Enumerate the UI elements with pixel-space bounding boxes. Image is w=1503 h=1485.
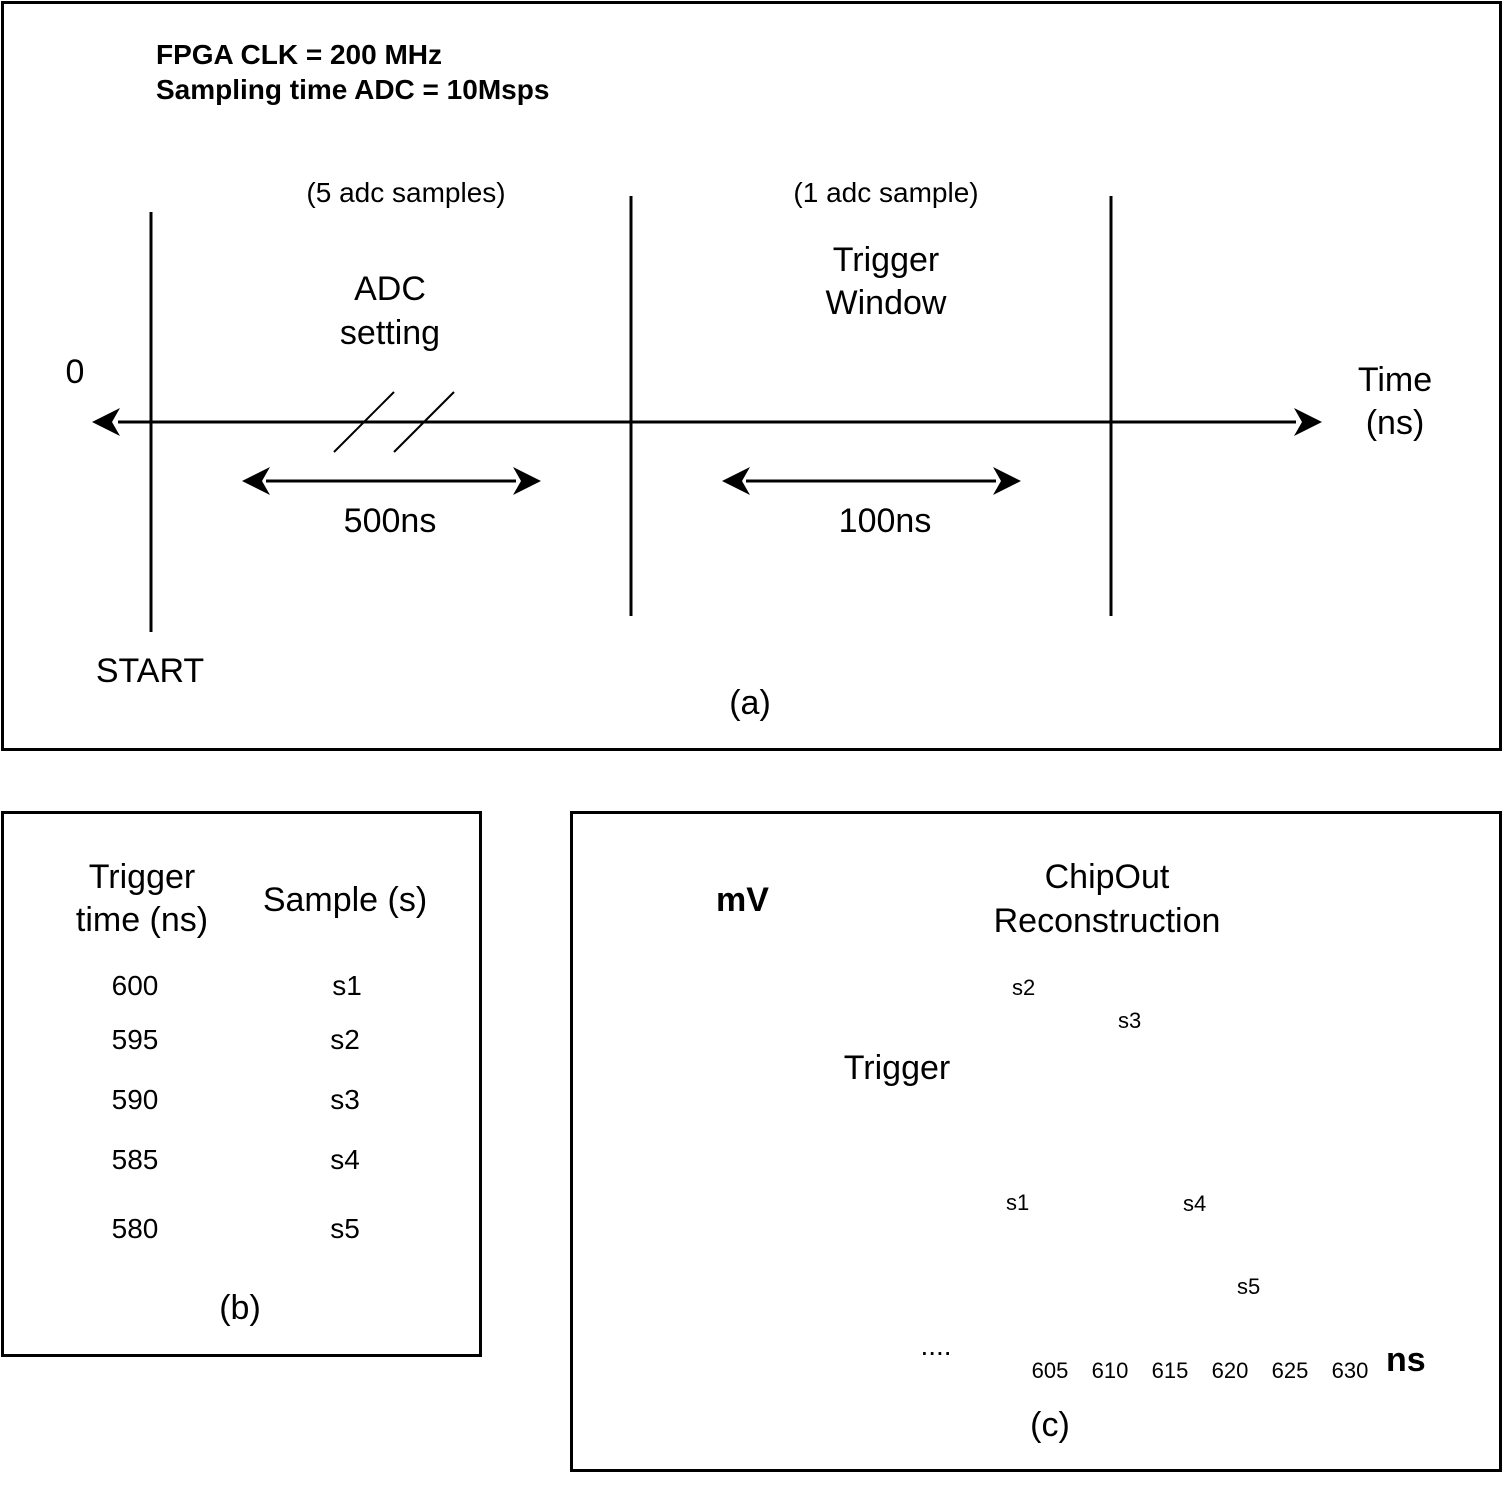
caption-c: (c) — [1030, 1406, 1070, 1444]
x-tick-label: 620 — [1211, 1358, 1249, 1383]
x-tick-label: 610 — [1091, 1358, 1129, 1383]
axis-ellipsis: .... — [920, 1330, 952, 1361]
fpga-clock-label: FPGA CLK = 200 MHz — [156, 39, 443, 70]
trigger-samples-note: (1 adc sample) — [793, 177, 979, 208]
adc-samples-note: (5 adc samples) — [306, 177, 506, 208]
table-cell-time: 595 — [111, 1024, 159, 1055]
x-tick-label: 625 — [1271, 1358, 1309, 1383]
table-cell-time: 600 — [111, 970, 159, 1001]
ns-axis-label: ns — [1386, 1341, 1426, 1379]
caption-b: (b) — [219, 1289, 261, 1327]
time-axis-label-line1: Time — [1357, 361, 1433, 399]
table-cell-sample: s3 — [330, 1084, 360, 1115]
table-cell-sample: s4 — [330, 1144, 360, 1175]
chipout-reconstruction-panel — [570, 811, 1502, 1472]
adc-sampling-label: Sampling time ADC = 10Msps — [156, 74, 550, 105]
origin-label: 0 — [65, 353, 85, 391]
x-tick-label: 630 — [1331, 1358, 1369, 1383]
x-tick-label: 605 — [1031, 1358, 1069, 1383]
sample-label-s4: s4 — [1183, 1191, 1207, 1216]
start-label: START — [95, 652, 205, 690]
table-cell-sample: s5 — [330, 1213, 360, 1244]
trigger-window-line1: Trigger — [832, 241, 940, 279]
adc-duration-label: 500ns — [343, 502, 437, 540]
table-cell-sample: s1 — [332, 970, 362, 1001]
time-axis-label-line2: (ns) — [1365, 404, 1425, 442]
timing-panel — [1, 1, 1502, 751]
adc-setting-line2: setting — [339, 314, 441, 352]
trigger-label: Trigger — [843, 1049, 951, 1087]
caption-a: (a) — [729, 684, 771, 722]
table-cell-time: 590 — [111, 1084, 159, 1115]
trigger-duration-label: 100ns — [838, 502, 932, 540]
sample-label-s5: s5 — [1237, 1274, 1261, 1299]
reconstruction-title-line2: Reconstruction — [993, 902, 1221, 940]
sample-label-s2: s2 — [1012, 975, 1036, 1000]
table-cell-sample: s2 — [330, 1024, 360, 1055]
table-header-trigger-time-line1: Trigger — [88, 858, 196, 896]
mv-axis-label: mV — [716, 881, 769, 919]
sample-label-s3: s3 — [1118, 1008, 1142, 1033]
reconstruction-title-line1: ChipOut — [1044, 858, 1170, 896]
time-axis — [92, 408, 1322, 436]
trigger-duration-arrow — [722, 467, 1021, 495]
table-header-sample: Sample (s) — [262, 881, 428, 919]
table-cell-time: 580 — [111, 1213, 159, 1244]
table-cell-time: 585 — [111, 1144, 159, 1175]
trigger-window-line2: Window — [825, 284, 947, 322]
x-tick-label: 615 — [1151, 1358, 1189, 1383]
table-header-trigger-time-line2: time (ns) — [75, 901, 209, 939]
adc-duration-arrow — [242, 467, 541, 495]
adc-setting-line1: ADC — [354, 270, 426, 308]
trigger-sample-table-panel — [1, 811, 482, 1357]
axis-break-marks — [333, 391, 455, 453]
sample-label-s1: s1 — [1006, 1190, 1030, 1215]
